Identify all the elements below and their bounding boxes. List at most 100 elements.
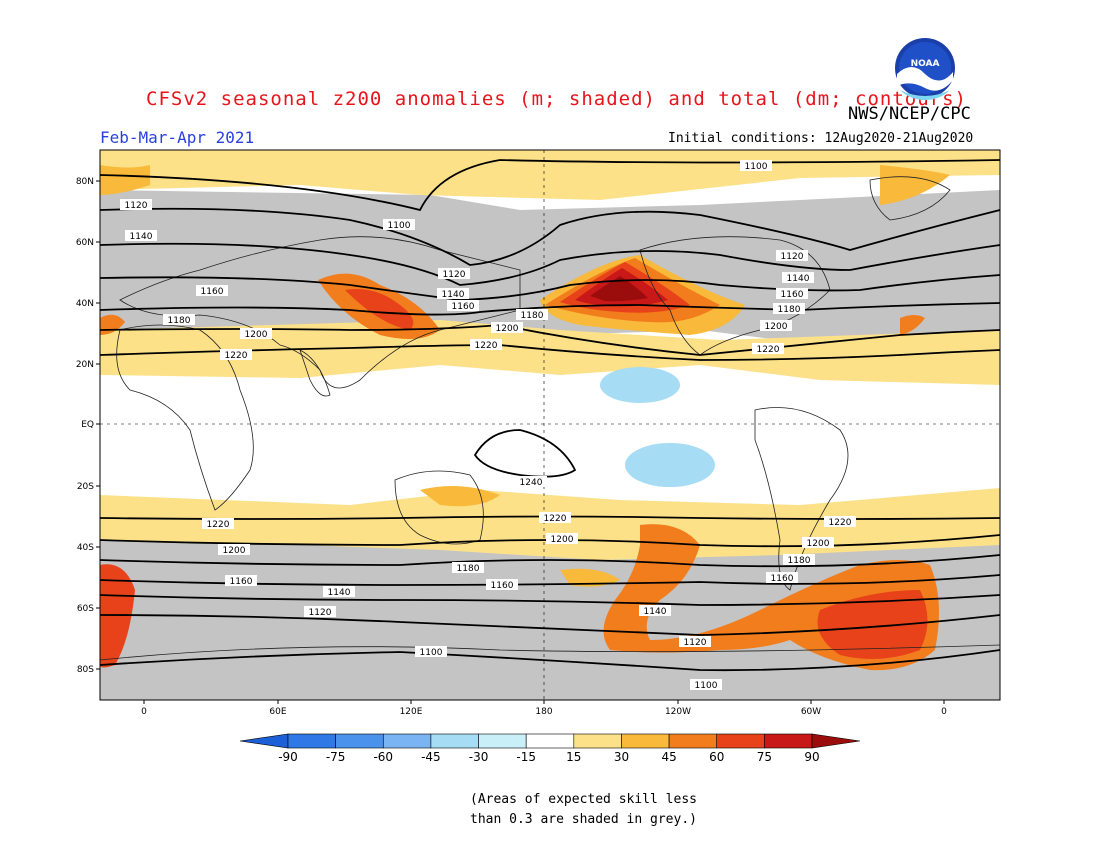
svg-text:1180: 1180: [778, 305, 801, 315]
contour-label: 1100: [740, 160, 772, 172]
svg-text:1200: 1200: [551, 535, 574, 545]
colorbar-arrow-low: [239, 733, 289, 749]
svg-text:1120: 1120: [309, 608, 332, 618]
footnote-line: than 0.3 are shaded in grey.): [470, 812, 697, 827]
contour-label: 1120: [679, 636, 711, 648]
svg-text:1220: 1220: [757, 345, 780, 355]
svg-text:1180: 1180: [521, 311, 544, 321]
contour-label: 1180: [163, 314, 195, 326]
lat-tick: 40S: [77, 543, 94, 553]
colorbar-swatch: [716, 733, 765, 749]
colorbar-arrow-high: [811, 733, 861, 749]
lon-tick: 0: [941, 707, 947, 717]
contour-label: 1160: [196, 285, 228, 297]
contour-label: 1200: [546, 533, 578, 545]
svg-text:1100: 1100: [745, 162, 768, 172]
svg-text:1220: 1220: [829, 518, 852, 528]
contour-label: 1140: [323, 586, 355, 598]
contour-label: 1200: [760, 320, 792, 332]
lon-axis: [143, 700, 945, 704]
contour-label: 1140: [639, 605, 671, 617]
lon-tick: 60W: [801, 707, 821, 717]
lon-tick: 0: [141, 707, 147, 717]
colorbar-label: -60: [373, 750, 393, 764]
lon-tick: 120W: [665, 707, 691, 717]
svg-text:NOAA: NOAA: [911, 59, 940, 69]
lon-labels: 0 60E 120E 180 120W 60W 0: [141, 707, 947, 717]
colorbar-label: 45: [661, 750, 676, 764]
colorbar-swatch: [764, 733, 813, 749]
svg-text:1160: 1160: [771, 574, 794, 584]
colorbar-swatch: [478, 733, 527, 749]
agency-label: NWS/NCEP/CPC: [848, 104, 971, 124]
contour-label: 1100: [415, 646, 447, 658]
svg-text:1220: 1220: [225, 351, 248, 361]
svg-text:1120: 1120: [443, 270, 466, 280]
contour-label: 1200: [240, 328, 272, 340]
forecast-period: Feb-Mar-Apr 2021: [100, 128, 255, 147]
svg-text:1100: 1100: [695, 681, 718, 691]
colorbar-swatch: [335, 733, 384, 749]
contour-label: 1180: [452, 562, 484, 574]
contour-label: 1200: [491, 322, 523, 334]
svg-text:1160: 1160: [781, 290, 804, 300]
contour-label: 1240: [515, 476, 547, 488]
contour-label: 1160: [225, 575, 257, 587]
colorbar-label: -15: [516, 750, 536, 764]
svg-text:1240: 1240: [520, 478, 543, 488]
contour-label: 1220: [470, 339, 502, 351]
contour-label: 1160: [766, 572, 798, 584]
colorbar-swatch: [382, 733, 432, 749]
svg-text:1200: 1200: [223, 546, 246, 556]
colorbar-label: 15: [566, 750, 581, 764]
svg-text:1140: 1140: [644, 607, 667, 617]
contour-label: 1160: [486, 579, 518, 591]
contour-label: 1220: [539, 512, 571, 524]
lat-tick: 20N: [76, 360, 94, 370]
contour-label: 1180: [516, 309, 548, 321]
lat-tick: 60N: [76, 238, 94, 248]
colorbar-swatch: [525, 733, 575, 749]
svg-text:1220: 1220: [207, 520, 230, 530]
lat-tick: EQ: [81, 420, 94, 430]
lat-labels: 80N 60N 40N 20N EQ 20S 40S 60S 80S: [76, 177, 94, 675]
svg-text:1160: 1160: [230, 577, 253, 587]
colorbar-swatch: [621, 733, 670, 749]
contour-label: 1100: [383, 219, 415, 231]
svg-text:1120: 1120: [781, 252, 804, 262]
colorbar-swatch: [287, 733, 336, 749]
contour-label: 1160: [447, 300, 479, 312]
svg-text:1160: 1160: [452, 302, 475, 312]
contour-label: 1220: [202, 518, 234, 530]
svg-text:1200: 1200: [245, 330, 268, 340]
lat-tick: 20S: [77, 482, 94, 492]
footnote-line: (Areas of expected skill less: [470, 792, 697, 807]
colorbar-swatch: [430, 733, 479, 749]
contour-label: 1220: [220, 349, 252, 361]
svg-text:1160: 1160: [201, 287, 224, 297]
contour-label: 1120: [304, 606, 336, 618]
svg-text:1100: 1100: [388, 221, 411, 231]
contour-label: 1140: [782, 272, 814, 284]
initial-conditions: Initial conditions: 12Aug2020-21Aug2020: [668, 131, 974, 146]
map-border: [99, 149, 1001, 701]
svg-text:1140: 1140: [130, 232, 153, 242]
contour-label: 1100: [690, 679, 722, 691]
contour-label: 1180: [773, 303, 805, 315]
colorbar-label: 30: [614, 750, 629, 764]
grid-lines: [100, 150, 1000, 700]
lon-tick: 180: [535, 707, 552, 717]
svg-text:1200: 1200: [496, 324, 519, 334]
lat-tick: 40N: [76, 299, 94, 309]
colorbar-label: -90: [278, 750, 298, 764]
colorbar-swatch: [668, 733, 718, 749]
svg-text:1140: 1140: [328, 588, 351, 598]
lat-axis: [96, 180, 100, 670]
contour-labels: 1100 1100 1120 1120 1120 1140 1140 1140 …: [120, 160, 856, 691]
coastlines: [99, 176, 1001, 661]
colorbar-label: 75: [757, 750, 772, 764]
contour-label: 1160: [776, 288, 808, 300]
colorbar-label: 90: [804, 750, 819, 764]
svg-text:1140: 1140: [787, 274, 810, 284]
